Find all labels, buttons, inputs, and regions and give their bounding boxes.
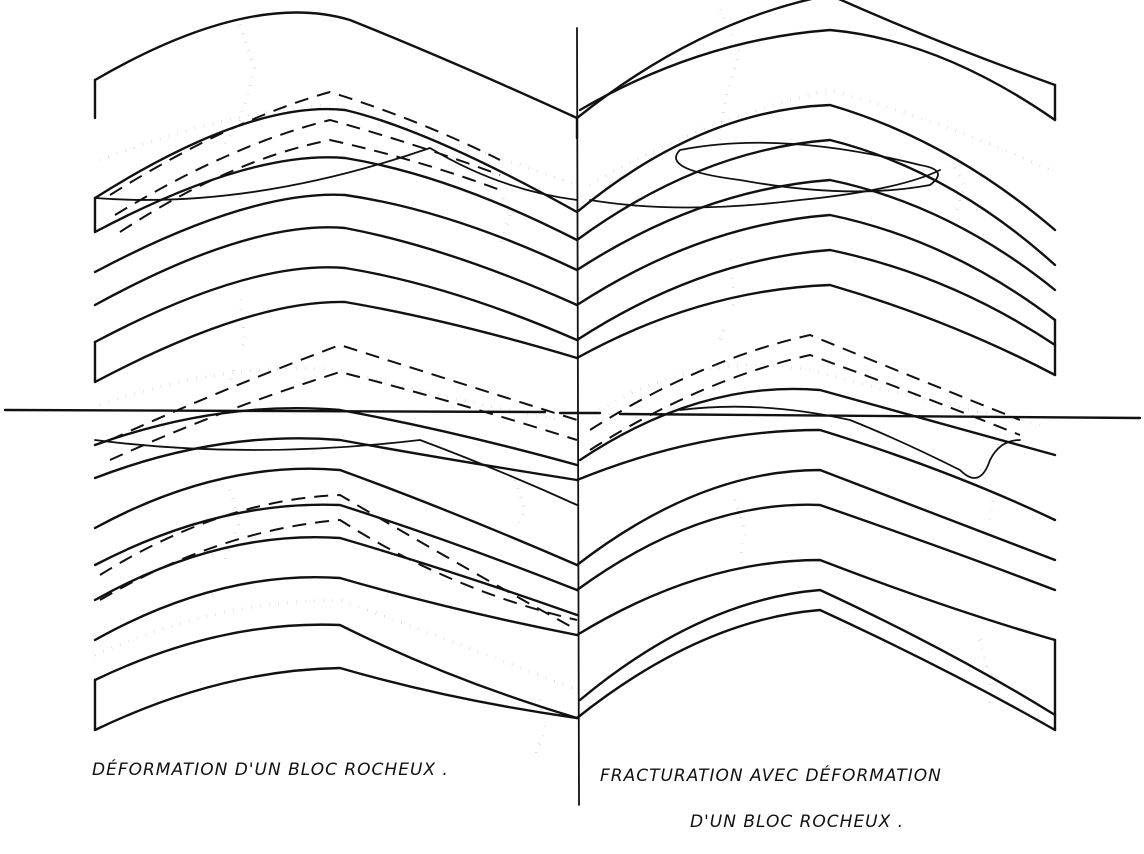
horizontal-divider: [3, 408, 1142, 420]
upper-right-layers: [575, 0, 1057, 377]
caption-right-line-1: FRACTURATION AVEC DÉFORMATION: [600, 766, 942, 786]
caption-right-line-2: D'UN BLOC ROCHEUX .: [690, 812, 905, 832]
vertical-divider: [576, 27, 580, 806]
lower-right-layers: [575, 333, 1057, 732]
lower-left-layers: [93, 343, 579, 756]
caption-left: DÉFORMATION D'UN BLOC ROCHEUX .: [92, 760, 449, 780]
upper-left-layers: [93, 11, 579, 384]
